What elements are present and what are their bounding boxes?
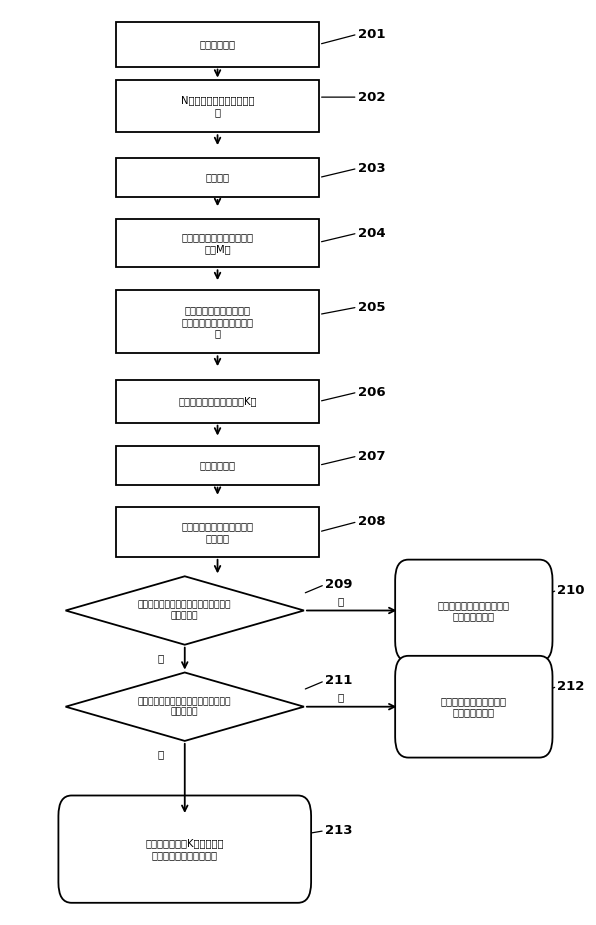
Text: N个摄像机同时进行人脸检
测: N个摄像机同时进行人脸检 测 — [181, 95, 254, 117]
Text: 是: 是 — [338, 597, 344, 606]
Text: 新建人员名单，K张人脸作为
其入库人脸，更新人脸库: 新建人员名单，K张人脸作为 其入库人脸，更新人脸库 — [145, 838, 224, 860]
Text: 208: 208 — [358, 515, 385, 528]
FancyBboxPatch shape — [116, 80, 319, 132]
Text: 否: 否 — [158, 654, 164, 663]
Text: 203: 203 — [358, 162, 385, 175]
Text: 初始化人脸库: 初始化人脸库 — [200, 40, 235, 49]
FancyBboxPatch shape — [395, 656, 552, 758]
Text: 否: 否 — [158, 749, 164, 758]
Text: 212: 212 — [557, 680, 585, 693]
Text: 213: 213 — [325, 824, 352, 837]
FancyBboxPatch shape — [116, 219, 319, 267]
FancyBboxPatch shape — [116, 22, 319, 67]
Text: 207: 207 — [358, 450, 385, 462]
Text: 人脸对应的人的上半身匹
配，以确定是同一个人的人
脸: 人脸对应的人的上半身匹 配，以确定是同一个人的人 脸 — [182, 305, 253, 339]
Text: 以第二阈值进行多人脸与人脸库比对，
是否成功？: 以第二阈值进行多人脸与人脸库比对， 是否成功？ — [138, 697, 231, 716]
Text: 人脸姿态估计算选出人脸K张: 人脸姿态估计算选出人脸K张 — [178, 397, 257, 406]
Text: 深度卷积神经网络进行人脸
特征提取: 深度卷积神经网络进行人脸 特征提取 — [182, 521, 253, 543]
Text: 211: 211 — [325, 674, 352, 687]
FancyBboxPatch shape — [116, 507, 319, 557]
FancyBboxPatch shape — [116, 290, 319, 353]
Text: 201: 201 — [358, 28, 385, 41]
Text: 是: 是 — [338, 693, 344, 702]
Text: 210: 210 — [557, 584, 585, 597]
Text: 209: 209 — [325, 578, 352, 591]
FancyBboxPatch shape — [116, 158, 319, 197]
Text: 人脸对齐校准: 人脸对齐校准 — [200, 461, 235, 470]
Polygon shape — [66, 576, 304, 645]
FancyBboxPatch shape — [395, 560, 552, 661]
Text: 识别结果为匹配值最高的人
脸，更新人脸库: 识别结果为匹配值最高的人 脸，更新人脸库 — [438, 599, 510, 622]
Text: 206: 206 — [358, 386, 385, 399]
Text: 人脸跟踪: 人脸跟踪 — [206, 173, 229, 182]
Polygon shape — [66, 672, 304, 741]
Text: 以第一阈值进行多人脸与人脸库比对，
是否成功？: 以第一阈值进行多人脸与人脸库比对， 是否成功？ — [138, 601, 231, 620]
Text: 识别结果为得分最高的人
脸，更新人脸库: 识别结果为得分最高的人 脸，更新人脸库 — [441, 696, 507, 718]
FancyBboxPatch shape — [116, 446, 319, 485]
FancyBboxPatch shape — [116, 380, 319, 423]
Text: 202: 202 — [358, 91, 385, 104]
Text: 人脸队列里筛选出评分高的
人脸M张: 人脸队列里筛选出评分高的 人脸M张 — [182, 232, 253, 254]
Text: 204: 204 — [358, 227, 385, 240]
Text: 205: 205 — [358, 301, 385, 314]
FancyBboxPatch shape — [58, 796, 311, 903]
